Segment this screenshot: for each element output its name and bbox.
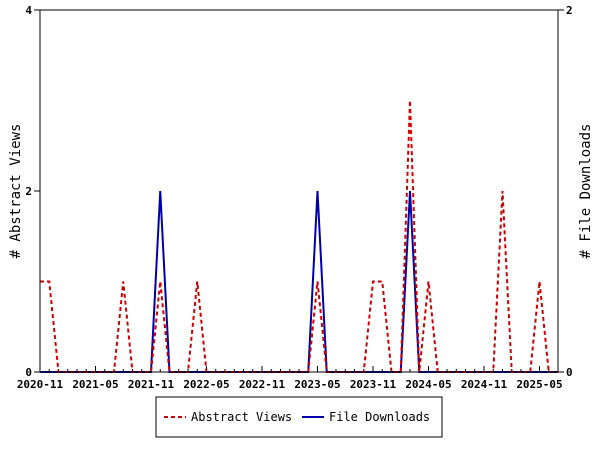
x-tick-label: 2021-11 xyxy=(128,378,175,391)
x-tick-label: 2022-11 xyxy=(239,378,286,391)
tick-marks xyxy=(34,9,564,373)
x-tick-label: 2024-05 xyxy=(405,378,451,391)
y-tick-label-right: 0 xyxy=(566,366,573,379)
y-tick-label-left: 4 xyxy=(25,4,32,17)
series-lines xyxy=(40,100,558,373)
y-axis-title-right: # File Downloads xyxy=(578,124,594,259)
x-tick-label: 2020-11 xyxy=(17,378,64,391)
y-tick-label-left: 0 xyxy=(25,366,32,379)
legend: Abstract Views File Downloads xyxy=(155,396,443,438)
legend-label-abstract-views: Abstract Views xyxy=(191,410,292,424)
y-tick-label-right: 2 xyxy=(566,4,573,17)
legend-label-file-downloads: File Downloads xyxy=(329,410,430,424)
tick-labels: 2020-11 2021-05 2021-11 2022-05 2022-11 2023-… xyxy=(17,4,573,391)
y-axis-title-left: # Abstract Views xyxy=(8,124,24,259)
x-tick-label: 2022-05 xyxy=(183,378,229,391)
x-tick-label: 2024-11 xyxy=(461,378,508,391)
plot-frame xyxy=(39,9,559,373)
legend-box xyxy=(155,396,443,438)
series-line-abstract-views xyxy=(40,100,558,373)
x-tick-label: 2023-11 xyxy=(350,378,397,391)
x-tick-label: 2023-05 xyxy=(294,378,340,391)
x-tick-label: 2025-05 xyxy=(516,378,562,391)
y-tick-label-left: 2 xyxy=(25,185,32,198)
x-tick-label: 2021-05 xyxy=(72,378,118,391)
